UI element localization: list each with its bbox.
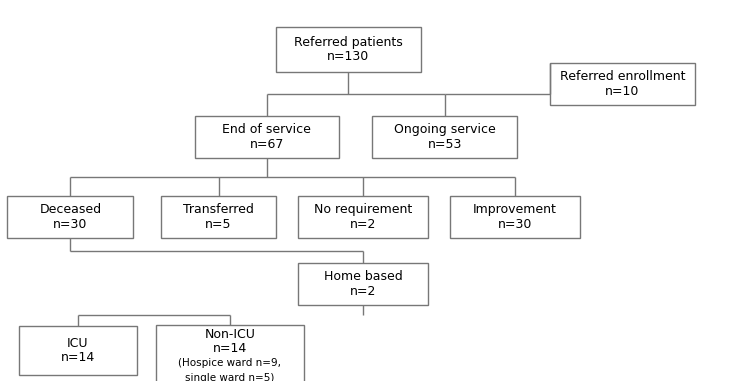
Bar <box>19 326 137 375</box>
Text: n=30: n=30 <box>498 218 532 231</box>
Text: single ward n=5): single ward n=5) <box>185 373 274 381</box>
Text: n=5: n=5 <box>205 218 232 231</box>
Text: n=30: n=30 <box>53 218 87 231</box>
Text: (Hospice ward n=9,: (Hospice ward n=9, <box>178 359 282 368</box>
Text: End of service: End of service <box>222 123 311 136</box>
Bar <box>194 116 339 158</box>
Bar <box>276 27 420 72</box>
Text: n=2: n=2 <box>350 218 376 231</box>
Text: Home based: Home based <box>324 270 402 283</box>
Text: Transferred: Transferred <box>183 203 254 216</box>
Text: Ongoing service: Ongoing service <box>393 123 496 136</box>
Bar <box>161 196 276 238</box>
Text: n=53: n=53 <box>428 138 462 151</box>
Text: n=2: n=2 <box>350 285 376 298</box>
Text: n=130: n=130 <box>327 50 370 63</box>
Text: No requirement: No requirement <box>314 203 412 216</box>
Bar <box>156 325 304 381</box>
Text: Deceased: Deceased <box>39 203 102 216</box>
Bar <box>7 196 133 238</box>
Bar <box>450 196 579 238</box>
Text: Improvement: Improvement <box>473 203 557 216</box>
Text: n=10: n=10 <box>605 85 639 98</box>
Text: n=14: n=14 <box>61 351 95 364</box>
Bar <box>550 63 695 105</box>
Text: n=14: n=14 <box>213 343 247 355</box>
Bar <box>298 263 428 305</box>
Text: n=67: n=67 <box>250 138 284 151</box>
Text: Non-ICU: Non-ICU <box>205 328 255 341</box>
Text: Referred patients: Referred patients <box>294 36 402 49</box>
Bar <box>372 116 516 158</box>
Text: ICU: ICU <box>67 337 89 350</box>
Text: Referred enrollment: Referred enrollment <box>559 70 685 83</box>
Bar <box>298 196 428 238</box>
